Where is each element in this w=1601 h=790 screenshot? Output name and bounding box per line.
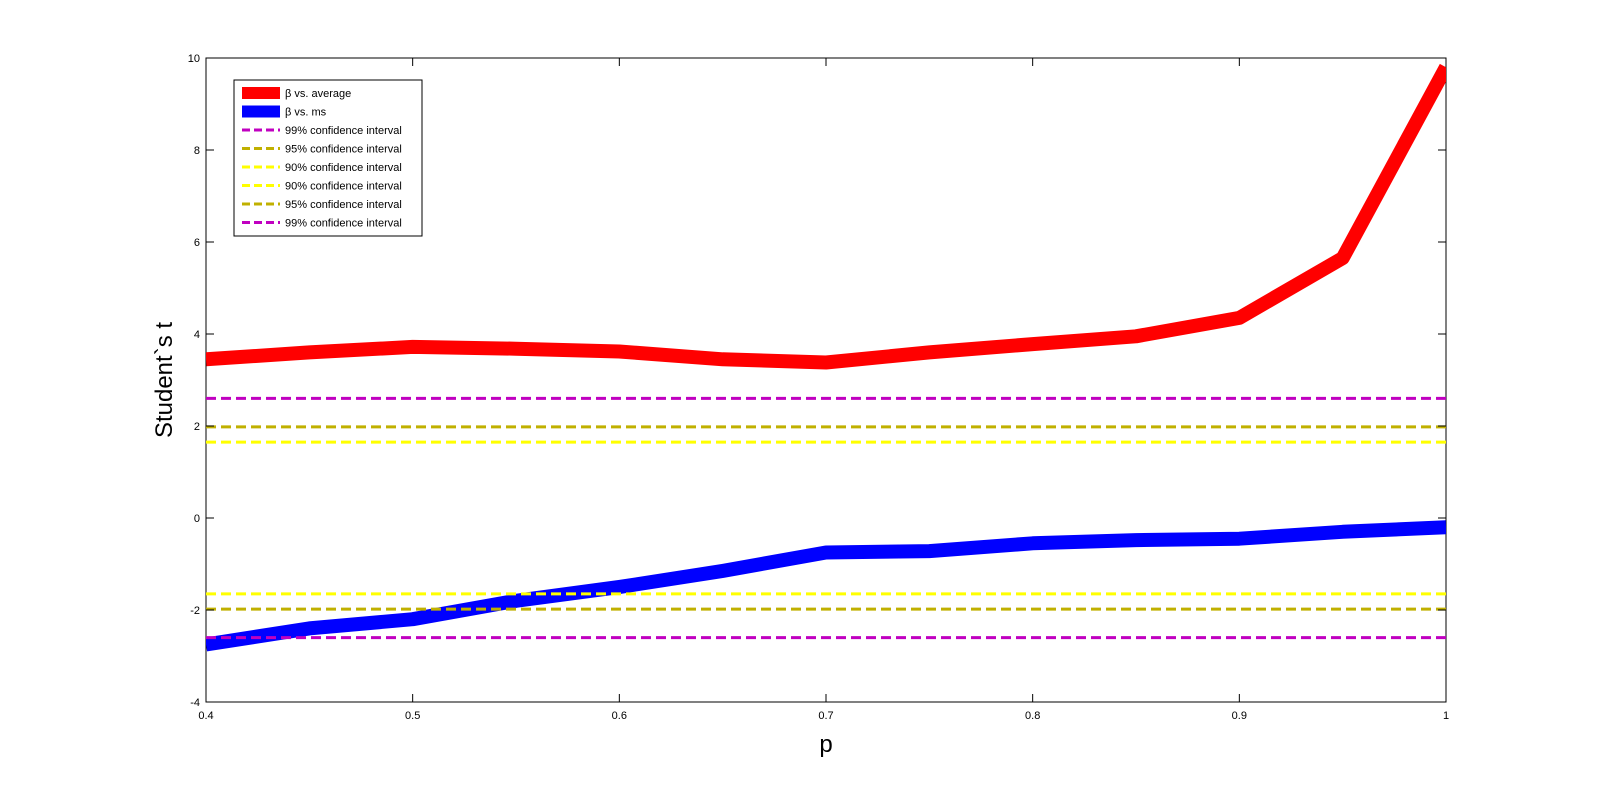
y-tick-label: -4: [190, 697, 200, 709]
y-tick-label: 8: [194, 145, 200, 157]
y-tick-label: -2: [190, 605, 200, 617]
legend-label: β vs. average: [285, 88, 351, 100]
y-tick-label: 4: [194, 329, 200, 341]
series-layer: [206, 63, 1446, 652]
x-tick-label: 0.8: [1025, 710, 1040, 722]
x-tick-label: 0.4: [198, 710, 213, 722]
y-tick-label: 0: [194, 513, 200, 525]
x-tick-label: 0.9: [1232, 710, 1247, 722]
legend-box: [233, 79, 423, 237]
legend-label: 90% confidence interval: [285, 162, 402, 174]
legend-label: β vs. ms: [285, 107, 327, 119]
ticks-layer: [205, 57, 1447, 703]
x-axis-label: p: [819, 731, 832, 758]
series-line-0: [206, 63, 1446, 370]
y-tick-label: 10: [188, 53, 200, 65]
x-tick-label: 1: [1443, 710, 1449, 722]
legend: β vs. average β vs. ms 99% confidence inte…: [233, 79, 423, 237]
legend-label: 95% confidence interval: [285, 199, 402, 211]
y-tick-label: 6: [194, 237, 200, 249]
legend-label: 99% confidence interval: [285, 125, 402, 137]
series-line-1: [206, 520, 1446, 652]
x-tick-label: 0.6: [612, 710, 627, 722]
y-tick-label: 2: [194, 421, 200, 433]
legend-label: 99% confidence interval: [285, 218, 402, 230]
legend-label: 90% confidence interval: [285, 181, 402, 193]
y-axis-label: Student`s t: [151, 322, 178, 438]
x-tick-label: 0.7: [818, 710, 833, 722]
tick-labels-layer: 0.4 0.5 0.6 0.7 0.8 0.9 1 -4 -2 0 2 4 6 8 10: [188, 53, 1449, 722]
legend-label: 95% confidence interval: [285, 144, 402, 156]
x-tick-label: 0.5: [405, 710, 420, 722]
